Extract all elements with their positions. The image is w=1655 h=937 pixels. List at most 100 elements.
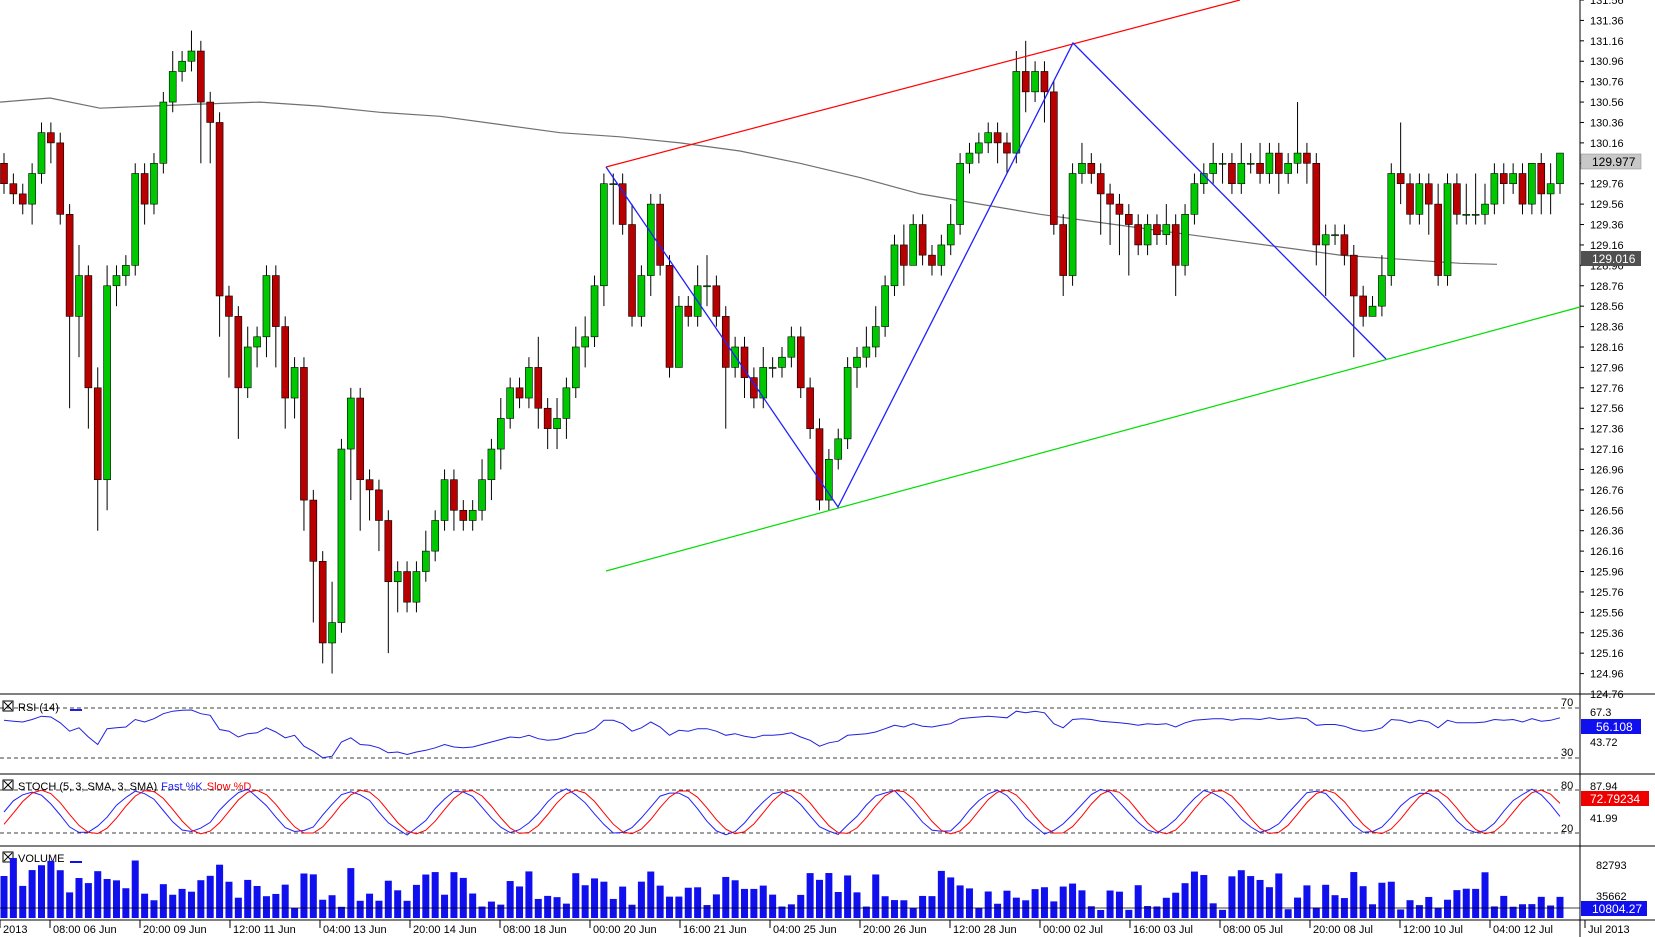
volume-bar	[844, 875, 852, 918]
volume-bar	[1134, 885, 1142, 918]
candle	[375, 479, 383, 552]
candle	[412, 561, 421, 613]
volume-bar	[1003, 890, 1011, 918]
price-tick-label: 128.76	[1590, 281, 1624, 293]
price-axis: 131.56 131.36 131.16 130.96 130.76 130.56 130.…	[1580, 0, 1624, 701]
candle	[871, 306, 880, 358]
volume-bar	[506, 881, 514, 918]
candle	[150, 153, 158, 215]
candle	[1528, 162, 1536, 215]
candle	[1387, 163, 1396, 286]
volume-bar	[169, 894, 177, 918]
candle	[65, 204, 74, 409]
volume-bar	[384, 880, 392, 918]
candle	[881, 275, 889, 337]
candle	[0, 153, 8, 194]
candle	[253, 326, 261, 368]
volume-bar	[759, 885, 767, 918]
candle	[1031, 61, 1039, 103]
volume-bar	[928, 896, 936, 918]
candle	[56, 132, 65, 225]
candle	[403, 561, 411, 613]
candle	[1106, 183, 1114, 245]
volume-bar	[937, 870, 945, 918]
volume-bar	[262, 896, 270, 918]
price-tick-label: 127.56	[1590, 403, 1624, 415]
volume-bar	[1378, 882, 1386, 918]
candle	[834, 428, 843, 470]
stoch-fast-k-line	[3, 788, 1561, 836]
volume-bar	[1256, 879, 1264, 918]
volume-bar	[1481, 872, 1489, 918]
volume-bar	[469, 893, 477, 918]
volume-bar	[1040, 887, 1048, 918]
candle	[384, 510, 393, 654]
candle	[1209, 142, 1217, 184]
volume-bar	[1106, 890, 1114, 918]
candle	[571, 326, 580, 399]
candle	[478, 459, 486, 521]
volume-bar	[197, 880, 205, 918]
volume-bar	[497, 904, 505, 918]
candle	[1256, 142, 1264, 184]
candle	[206, 91, 215, 164]
candle	[112, 265, 121, 307]
candle	[1331, 224, 1339, 245]
volume-bar	[1322, 884, 1330, 918]
candle	[590, 275, 599, 347]
time-tick-label: 08:00 05 Jul	[1223, 924, 1283, 936]
candle	[646, 193, 655, 296]
zigzag-pattern-line	[605, 41, 1387, 509]
candle	[984, 122, 993, 154]
price-tick-label: 126.36	[1590, 526, 1624, 538]
candle	[1312, 153, 1321, 266]
time-tick-label: 00:00 02 Jul	[1043, 924, 1103, 936]
candle	[1003, 132, 1011, 174]
volume-bar	[797, 894, 805, 918]
volume-bar	[1387, 881, 1395, 918]
volume-bar	[56, 870, 64, 918]
candle	[318, 551, 327, 664]
candle	[778, 347, 786, 378]
volume-bar	[984, 891, 992, 918]
volume-bar	[890, 900, 898, 918]
volume-bar	[1153, 906, 1161, 918]
candle	[1274, 142, 1283, 194]
volume-bar	[1547, 905, 1555, 918]
volume-bar	[1500, 895, 1508, 918]
stoch-axis-label: 41.99	[1590, 813, 1618, 825]
volume-bar	[562, 903, 570, 918]
volume-bar	[1069, 883, 1077, 918]
candle	[1115, 193, 1124, 256]
candle	[946, 204, 955, 256]
candle	[393, 561, 402, 613]
candle	[806, 377, 814, 439]
candle	[365, 469, 374, 521]
volume-bar	[1556, 896, 1564, 918]
price-tick-label: 129.76	[1590, 179, 1624, 191]
volume-bar	[825, 873, 833, 918]
volume-bar	[337, 906, 345, 918]
candle	[890, 234, 899, 296]
volume-bar	[731, 880, 739, 918]
candle	[281, 316, 290, 429]
candle	[1396, 122, 1405, 205]
candle	[422, 530, 430, 582]
volume-bar	[478, 906, 486, 918]
candle	[431, 510, 439, 562]
current-price-tag: 129.977	[1592, 155, 1636, 169]
candle	[1378, 255, 1386, 317]
candle	[1059, 214, 1068, 296]
candle	[1162, 204, 1171, 245]
volume-bar	[1078, 890, 1086, 918]
candle	[337, 438, 346, 633]
time-tick-label: 20:00 08 Jul	[1313, 924, 1373, 936]
volume-bar	[272, 893, 280, 918]
volume-bar	[1528, 904, 1536, 918]
volume-bar	[572, 873, 580, 918]
candle	[1284, 153, 1292, 184]
volume-bar	[412, 884, 420, 918]
candle	[1040, 61, 1049, 123]
